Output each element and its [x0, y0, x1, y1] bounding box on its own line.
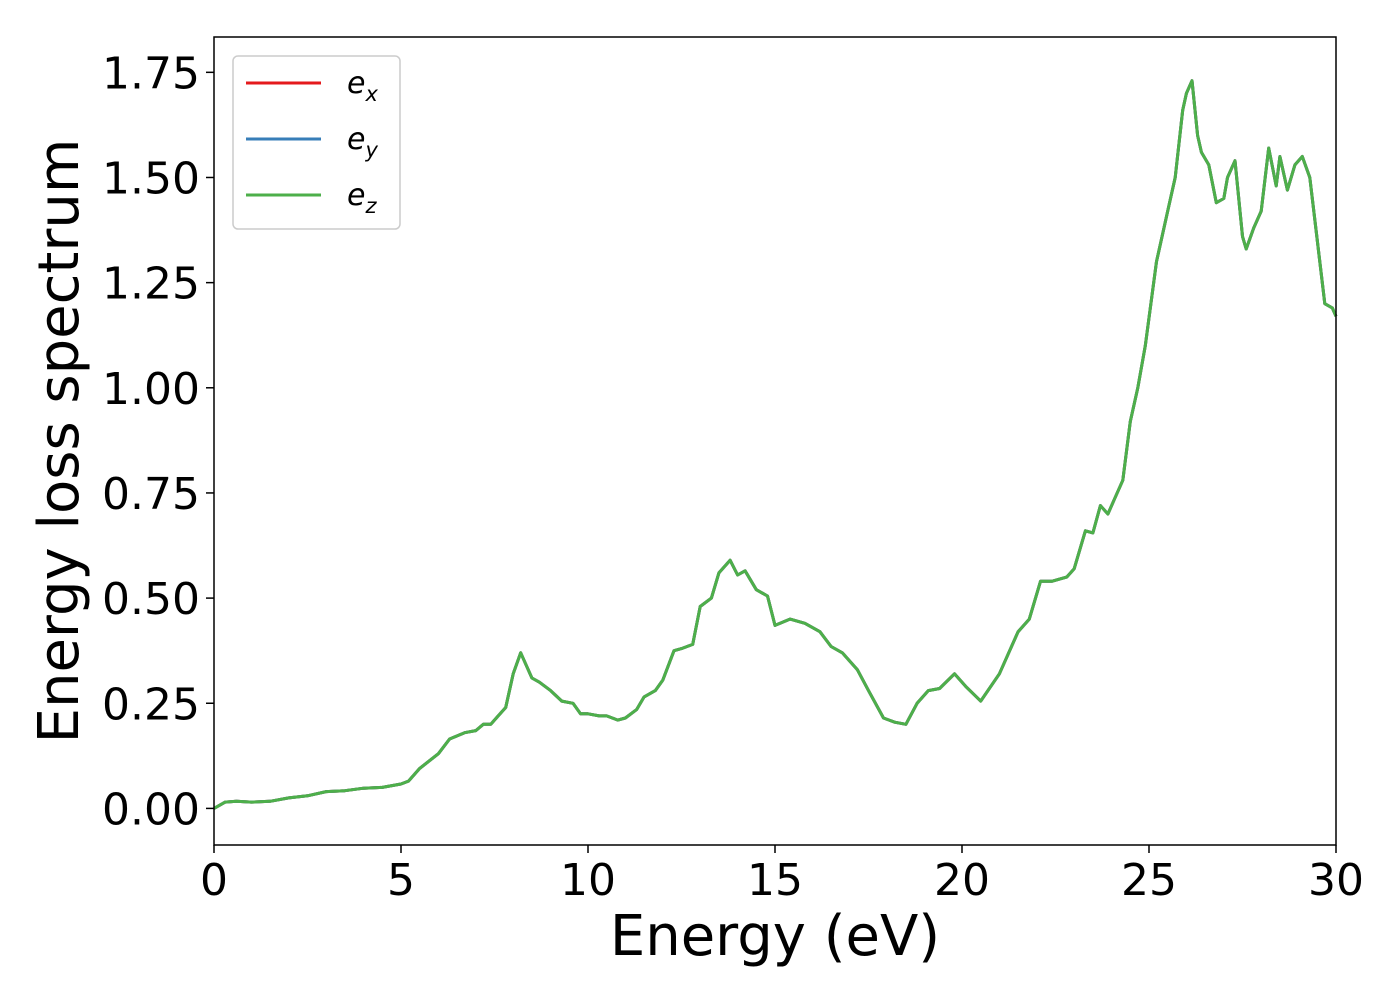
y-tick-label: 0.00 [102, 784, 200, 835]
y-axis-label: Energy loss spectrum [27, 139, 92, 744]
y-tick-label: 0.50 [102, 574, 200, 625]
x-tick-label: 10 [560, 855, 616, 906]
legend-label: ex [347, 66, 378, 106]
legend-box [232, 55, 401, 230]
x-tick-label: 30 [1308, 855, 1364, 906]
x-tick-label: 25 [1121, 855, 1177, 906]
x-tick-label: 15 [747, 855, 803, 906]
y-tick-label: 1.50 [102, 153, 200, 204]
x-tick-label: 0 [200, 855, 228, 906]
y-tick-label: 1.00 [102, 364, 200, 415]
y-tick-label: 1.75 [102, 48, 200, 99]
plot-frame [213, 36, 1337, 846]
legend-label: ez [347, 178, 377, 218]
series-line [213, 79, 1338, 810]
x-axis-label: Energy (eV) [610, 904, 940, 969]
x-tick-label: 5 [387, 855, 415, 906]
y-tick-label: 0.25 [102, 679, 200, 730]
x-tick-label: 20 [934, 855, 990, 906]
y-tick-label: 1.25 [102, 259, 200, 310]
y-tick-label: 0.75 [102, 469, 200, 520]
legend-label: ey [347, 122, 378, 162]
